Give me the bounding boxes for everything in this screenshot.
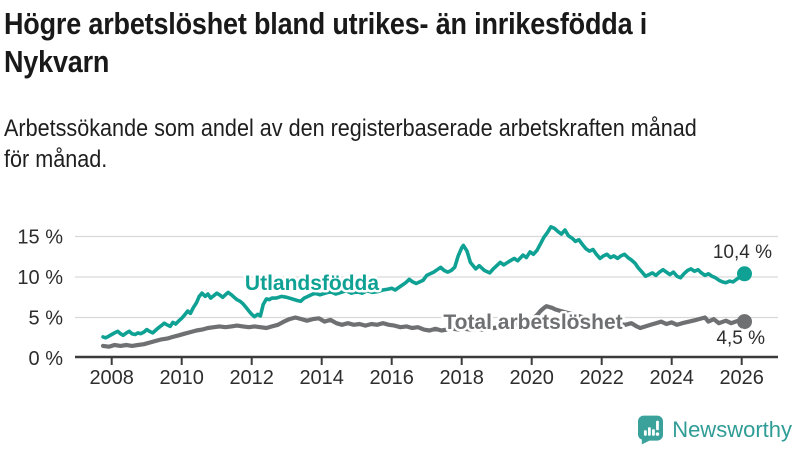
x-tick-label-2014: 2014 [299, 367, 344, 389]
x-tick-label-2012: 2012 [229, 367, 274, 389]
brand-name: Newsworthy [672, 417, 792, 442]
x-tick-label-2024: 2024 [649, 367, 694, 389]
bar-2 [648, 427, 651, 436]
series-end-dot-utlandsfodda [737, 266, 752, 282]
brand-footer: Newsworthy [638, 415, 792, 445]
x-tick-label-2010: 2010 [159, 367, 204, 389]
x-tick-label-2022: 2022 [579, 367, 624, 389]
chart-subtitle-line-1: Arbetssökande som andel av den registerb… [4, 115, 697, 142]
page-title-line-1: Högre arbetslöshet bland utrikes- än inr… [4, 6, 648, 41]
chart-subtitle: Arbetssökande som andel av den registerb… [4, 113, 697, 175]
y-tick-label-15pct: 15 % [17, 227, 63, 249]
x-tick-label-2020: 2020 [509, 367, 554, 389]
y-tick-label-0pct: 0 % [29, 348, 64, 370]
x-tick-label-2018: 2018 [439, 367, 484, 389]
chart-subtitle-line-2: för månad. [4, 146, 108, 173]
x-tick-label-2016: 2016 [369, 367, 414, 389]
series-label-utlandsfodda: Utlandsfödda [245, 272, 379, 295]
y-tick-label-5pct: 5 % [29, 308, 64, 330]
series-line-utlandsfodda [101, 225, 747, 340]
x-tick-label-2026: 2026 [719, 367, 764, 389]
y-tick-label-10pct: 10 % [17, 267, 63, 289]
exclamation-bar [656, 420, 660, 431]
bar-1 [644, 430, 647, 436]
chart-plot-layer: 0 % 5 % 10 % 15 % 2008 2010 2012 2014 2016 2018 20… [17, 225, 778, 389]
page-title: Högre arbetslöshet bland utrikes- än inr… [4, 5, 647, 81]
end-value-label-utlandsfodda: 10,4 % [713, 242, 772, 263]
series-label-total-arbetsloshet: Total arbetslöshet [443, 311, 622, 334]
newsworthy-logo-icon [638, 415, 664, 445]
bar-3 [652, 429, 656, 436]
end-value-label-total: 4,5 % [716, 328, 765, 349]
x-tick-label-2008: 2008 [89, 367, 134, 389]
series-line-total-arbetsloshet [100, 304, 747, 349]
exclamation-dot [655, 432, 660, 436]
series-end-dot-total-arbetsloshet [737, 314, 752, 330]
page-title-line-2: Nykvarn [4, 44, 110, 79]
